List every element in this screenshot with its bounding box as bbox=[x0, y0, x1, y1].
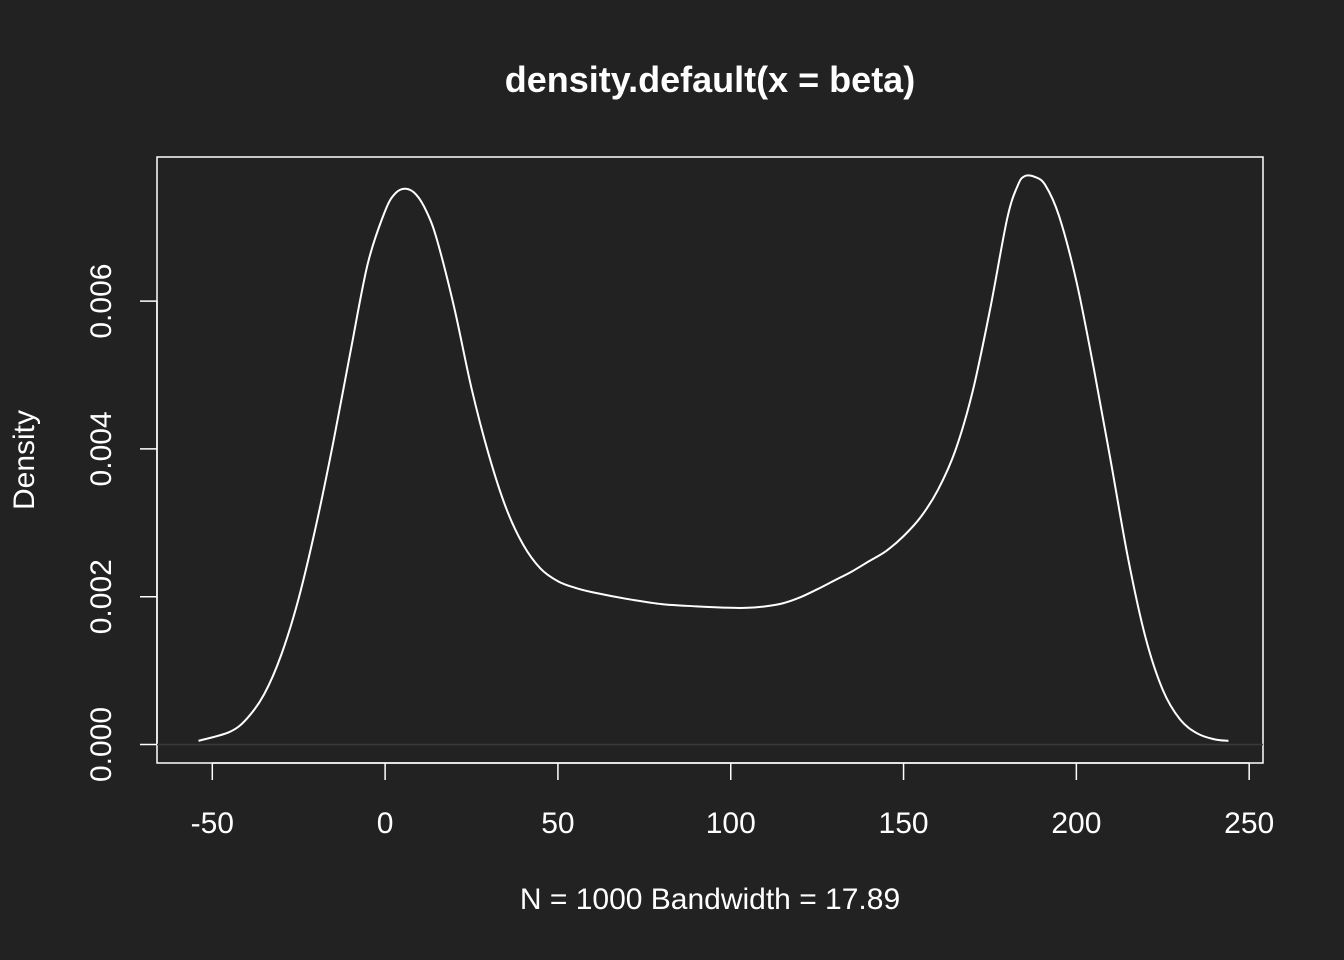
y-tick-label: 0.000 bbox=[85, 707, 118, 782]
x-tick-label: 200 bbox=[1051, 807, 1101, 840]
y-tick-label: 0.004 bbox=[85, 411, 118, 486]
x-tick-label: 50 bbox=[541, 807, 574, 840]
density-curve bbox=[198, 174, 1229, 742]
x-axis-label: N = 1000 Bandwidth = 17.89 bbox=[520, 883, 900, 916]
y-axis-label: Density bbox=[8, 410, 41, 510]
y-axis: 0.000 0.002 0.004 0.006 bbox=[85, 264, 158, 782]
x-tick-label: 100 bbox=[706, 807, 756, 840]
chart-title: density.default(x = beta) bbox=[505, 59, 915, 100]
y-tick-label: 0.002 bbox=[85, 559, 118, 634]
x-tick-label: 250 bbox=[1224, 807, 1274, 840]
x-tick-label: 150 bbox=[879, 807, 929, 840]
y-tick-label: 0.006 bbox=[85, 264, 118, 339]
x-tick-label: -50 bbox=[191, 807, 234, 840]
x-tick-label: 0 bbox=[377, 807, 394, 840]
x-axis: -50 0 50 100 150 200 250 bbox=[191, 762, 1274, 840]
